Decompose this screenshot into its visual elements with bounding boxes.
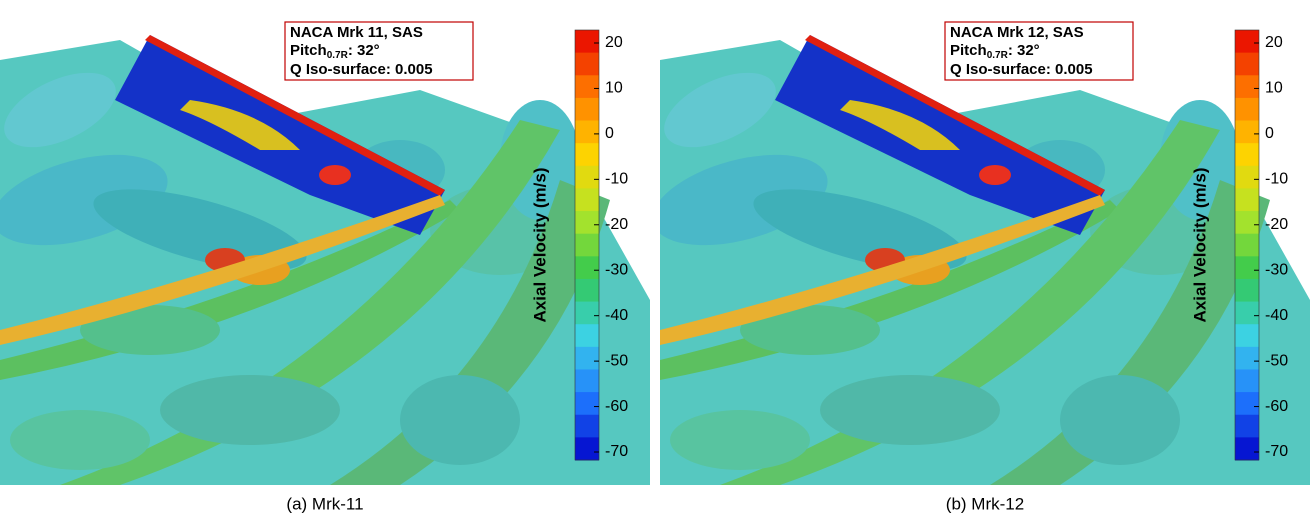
colorbar-tick-label: -50 (1265, 352, 1288, 369)
colorbar-band (1235, 437, 1259, 460)
colorbar-band (1235, 30, 1259, 53)
legend-line: Q Iso-surface: 0.005 (950, 61, 1093, 78)
colorbar-band (1235, 279, 1259, 302)
colorbar-band (1235, 143, 1259, 166)
colorbar-band (1235, 256, 1259, 279)
colorbar-band (575, 347, 599, 370)
colorbar-band (1235, 166, 1259, 189)
caption: (a) Mrk-11 (286, 494, 363, 513)
colorbar-band (575, 53, 599, 76)
colorbar-band (1235, 392, 1259, 415)
colorbar-tick-label: -20 (1265, 216, 1288, 233)
colorbar-tick-label: 10 (605, 80, 623, 97)
colorbar-band (1235, 302, 1259, 325)
colorbar-tick-label: -20 (605, 216, 628, 233)
colorbar-title: Axial Velocity (m/s) (1190, 168, 1209, 323)
colorbar-tick-label: -70 (1265, 443, 1288, 460)
colorbar-band (1235, 121, 1259, 144)
colorbar-band (575, 234, 599, 257)
colorbar-tick-label: -40 (605, 307, 628, 324)
colorbar-tick-label: -30 (605, 261, 628, 278)
colorbar-band (575, 302, 599, 325)
colorbar-band (575, 75, 599, 98)
colorbar-tick-label: 20 (1265, 34, 1283, 51)
colorbar-tick-label: -60 (605, 398, 628, 415)
colorbar-band (575, 415, 599, 438)
colorbar-tick-label: -10 (1265, 171, 1288, 188)
colorbar-band (1235, 415, 1259, 438)
colorbar-band (575, 324, 599, 347)
colorbar-band (575, 166, 599, 189)
colorbar-tick-label: -40 (1265, 307, 1288, 324)
colorbar-title: Axial Velocity (m/s) (530, 168, 549, 323)
colorbar-band (575, 143, 599, 166)
colorbar-band (1235, 188, 1259, 211)
colorbar-band (1235, 75, 1259, 98)
colorbar-band (575, 30, 599, 53)
legend-line: NACA Mrk 12, SAS (950, 24, 1084, 41)
figure: NACA Mrk 11, SASPitch0.7R: 32°Q Iso-surf… (0, 0, 1312, 523)
legend-text: Pitch (950, 42, 987, 59)
colorbar-band (1235, 98, 1259, 121)
colorbar-band (575, 188, 599, 211)
legend-text: Pitch (290, 42, 327, 59)
colorbar-tick-label: -10 (605, 171, 628, 188)
colorbar-band (1235, 53, 1259, 76)
colorbar-band (575, 279, 599, 302)
colorbar-tick-label: -50 (605, 352, 628, 369)
colorbar-band (575, 211, 599, 234)
colorbar-band (575, 121, 599, 144)
legend-line: NACA Mrk 11, SAS (290, 24, 423, 41)
legend-text: : 32° (348, 42, 380, 59)
legend-line: Q Iso-surface: 0.005 (290, 61, 433, 78)
legend-subscript: 0.7R (987, 50, 1009, 61)
colorbar-tick-label: -30 (1265, 261, 1288, 278)
caption: (b) Mrk-12 (946, 494, 1024, 513)
colorbar-band (575, 392, 599, 415)
colorbar-band (575, 98, 599, 121)
colorbar-band (1235, 211, 1259, 234)
colorbar-band (1235, 369, 1259, 392)
colorbar-band (1235, 347, 1259, 370)
legend-subscript: 0.7R (327, 50, 349, 61)
colorbar-band (1235, 234, 1259, 257)
colorbar-band (575, 256, 599, 279)
colorbar-band (1235, 324, 1259, 347)
legend-text: : 32° (1008, 42, 1040, 59)
colorbar-tick-label: 0 (1265, 125, 1274, 142)
colorbar-tick-label: -60 (1265, 398, 1288, 415)
colorbar-band (575, 437, 599, 460)
colorbar-band (575, 369, 599, 392)
colorbar-tick-label: 20 (605, 34, 623, 51)
colorbar-tick-label: 0 (605, 125, 614, 142)
colorbar-tick-label: -70 (605, 443, 628, 460)
colorbar-tick-label: 10 (1265, 80, 1283, 97)
